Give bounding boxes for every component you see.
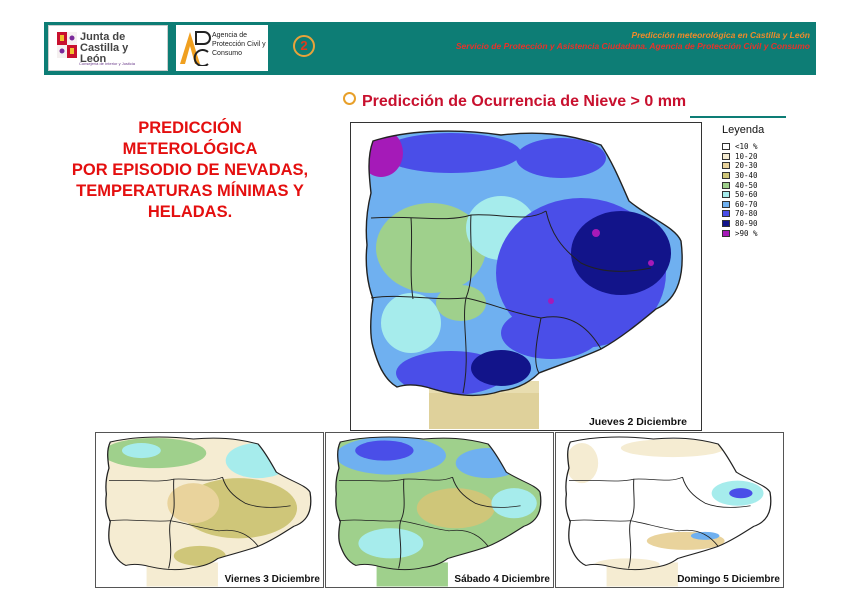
map-date-label: Domingo 5 Diciembre (677, 574, 780, 585)
legend-label: <10 % (735, 142, 758, 152)
legend-item: 80-90 (722, 219, 764, 229)
header-subtitle: Servicio de Protección y Asistencia Ciud… (455, 41, 810, 51)
org-name: Junta de Castilla y León (80, 31, 129, 65)
legend-swatch (722, 152, 730, 160)
map-4-graphic (565, 436, 772, 587)
map-title: Predicción de Ocurrencia de Nieve > 0 mm (343, 92, 686, 111)
legend-item: 10-20 (722, 152, 764, 162)
legend-label: 30-40 (735, 171, 758, 181)
legend-label: >90 % (735, 228, 758, 238)
map-date-label: Sábado 4 Diciembre (454, 574, 550, 585)
heading-line: POR EPISODIO DE NEVADAS, (71, 161, 309, 179)
main-heading: PREDICCIÓN METEROLÓGICA POR EPISODIO DE … (40, 118, 340, 223)
legend-item: 20-30 (722, 161, 764, 171)
legend-swatch (722, 229, 730, 237)
legend-swatch (722, 200, 730, 208)
map-2-graphic (105, 436, 312, 587)
legend-label: 40-50 (735, 180, 758, 190)
heading-line: METEROLÓGICA (122, 140, 258, 158)
apc-logo: Agencia de Protección Civil y Consumo (176, 25, 268, 71)
header-banner: Junta de Castilla y León Consejería de I… (44, 22, 816, 75)
legend: Leyenda <10 % 10-20 20-30 30-40 40-50 50-60 60… (722, 124, 764, 238)
map-3-graphic (335, 436, 542, 587)
map-viernes: Viernes 3 Diciembre (95, 432, 324, 588)
heading-line: HELADAS. (147, 203, 233, 221)
legend-item: 70-80 (722, 209, 764, 219)
main-snow-map: Jueves 2 Diciembre (350, 122, 702, 431)
legend-item: <10 % (722, 142, 764, 152)
legend-swatch (722, 181, 730, 189)
legend-label: 10-20 (735, 151, 758, 161)
legend-label: 50-60 (735, 190, 758, 200)
junta-castilla-leon-logo: Junta de Castilla y León Consejería de I… (48, 25, 168, 71)
legend-item: 40-50 (722, 180, 764, 190)
map-date-label: Jueves 2 Diciembre (589, 416, 687, 428)
apc-letters-icon (180, 31, 211, 66)
legend-items: <10 % 10-20 20-30 30-40 40-50 50-60 60-70 70-80… (722, 142, 764, 238)
agency-name: Agencia de Protección Civil y Consumo (212, 32, 266, 57)
legend-swatch (722, 162, 730, 170)
legend-swatch (722, 210, 730, 218)
map-sabado: Sábado 4 Diciembre (325, 432, 554, 588)
map-1-graphic: Jueves 2 Diciembre (365, 130, 687, 429)
legend-label: 80-90 (735, 219, 758, 229)
coat-of-arms-icon (57, 32, 77, 58)
map-date-label: Viernes 3 Diciembre (224, 574, 320, 585)
legend-title: Leyenda (722, 124, 765, 136)
legend-swatch (722, 191, 730, 199)
heading-line: PREDICCIÓN (138, 119, 242, 137)
legend-label: 60-70 (735, 199, 758, 209)
legend-swatch (722, 220, 730, 228)
legend-item: 30-40 (722, 171, 764, 181)
page-number: 2 (293, 35, 315, 57)
legend-label: 70-80 (735, 209, 758, 219)
map-domingo: Domingo 5 Diciembre (555, 432, 784, 588)
legend-item: 60-70 (722, 200, 764, 210)
map-title-text: Predicción de Ocurrencia de Nieve > 0 mm (362, 93, 687, 110)
legend-label: 20-30 (735, 161, 758, 171)
org-subtitle: Consejería de Interior y Justicia (79, 61, 136, 66)
legend-item: 50-60 (722, 190, 764, 200)
legend-item: >90 % (722, 228, 764, 238)
heading-line: TEMPERATURAS MÍNIMAS Y (76, 182, 304, 200)
header-title: Predicción meteorológica en Castilla y L… (631, 30, 810, 40)
legend-swatch (722, 143, 730, 151)
legend-swatch (722, 172, 730, 180)
bullet-icon (343, 92, 356, 105)
title-rule (690, 116, 786, 118)
